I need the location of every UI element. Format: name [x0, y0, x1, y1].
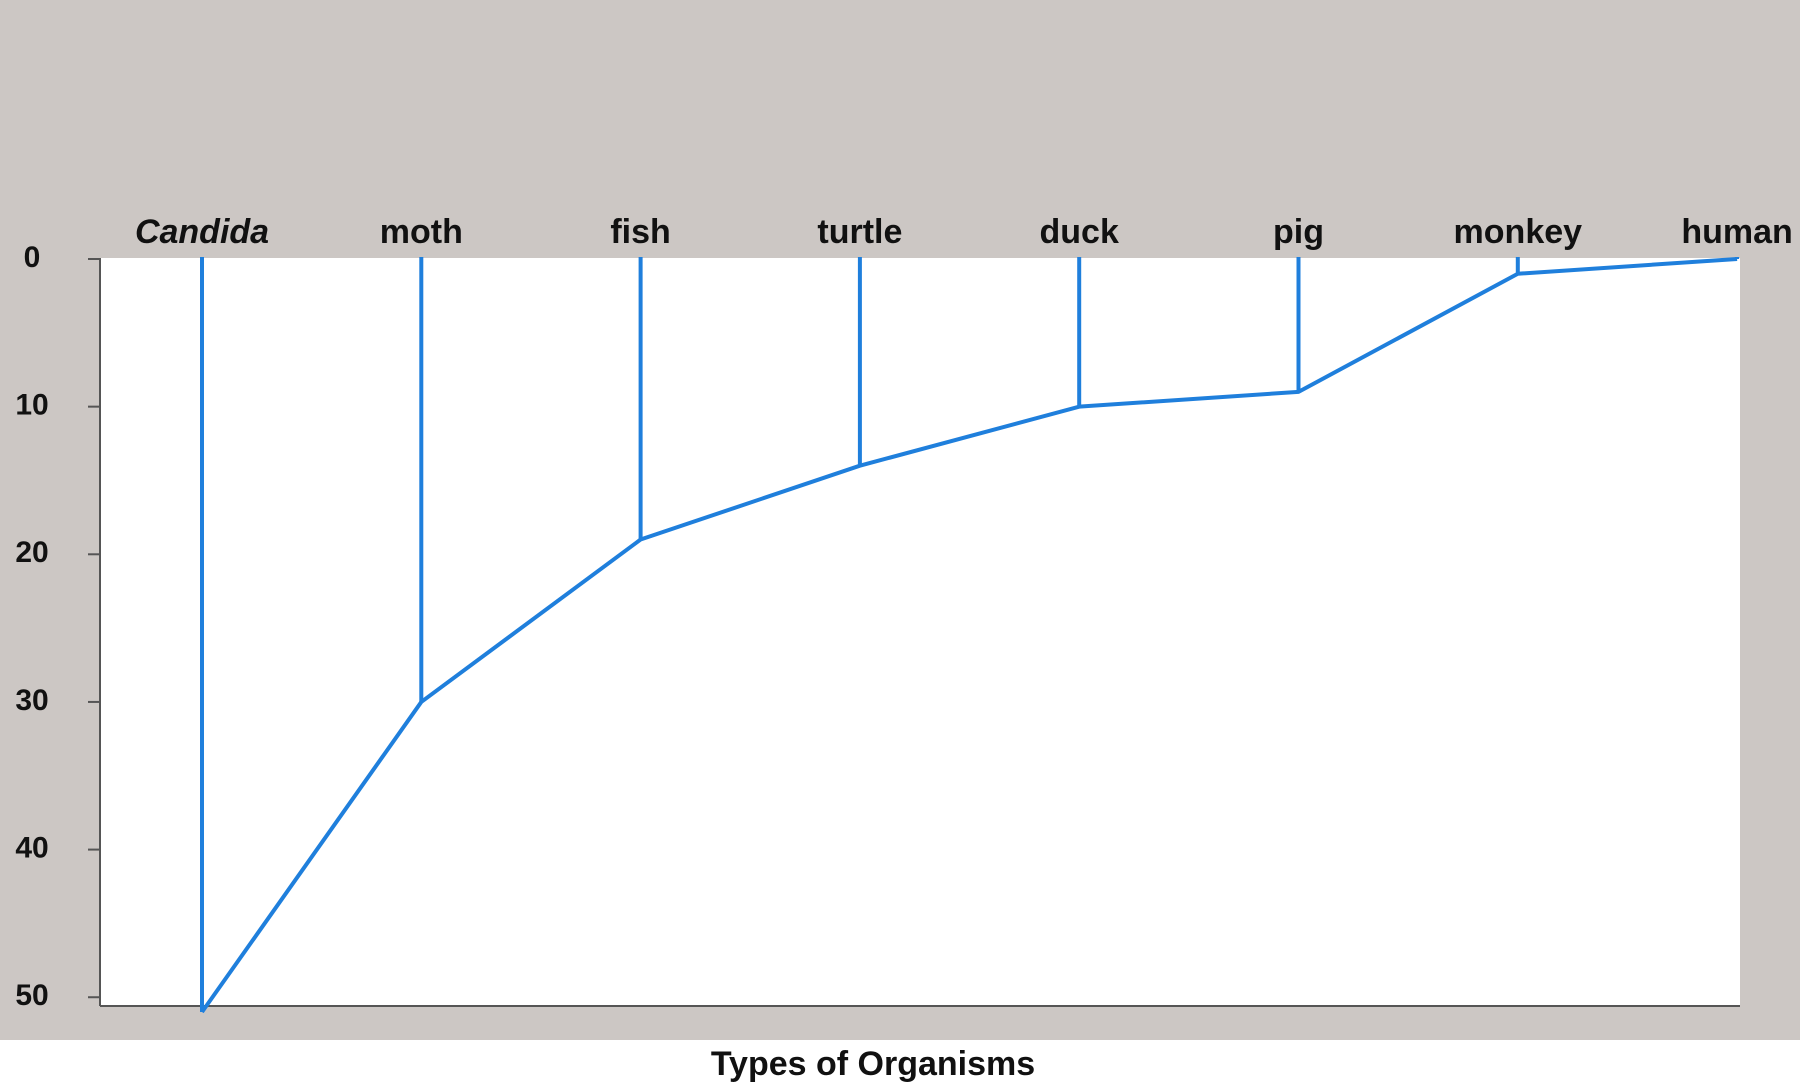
- line: [200, 257, 1738, 1014]
- y-tick-label: 30: [15, 684, 48, 717]
- y-tick-label: 50: [15, 979, 48, 1012]
- x-tick-label: moth: [380, 213, 463, 251]
- y-tick-label: 20: [15, 536, 48, 569]
- y-tick-label: 40: [15, 832, 48, 865]
- x-tick-label: monkey: [1454, 213, 1583, 251]
- y-tick-label: 0: [24, 241, 41, 274]
- y-tick-label: 10: [15, 389, 48, 422]
- x-tick-label: turtle: [817, 213, 902, 251]
- x-tick-label: pig: [1273, 213, 1324, 251]
- x-tick-label: Candida: [135, 213, 269, 251]
- plot-area: [100, 258, 1740, 1006]
- x-tick-label: human: [1681, 213, 1792, 251]
- x-tick-label: duck: [1040, 213, 1119, 251]
- x-tick-label: fish: [610, 213, 670, 251]
- x-axis-title: Types of Organisms: [711, 1045, 1035, 1083]
